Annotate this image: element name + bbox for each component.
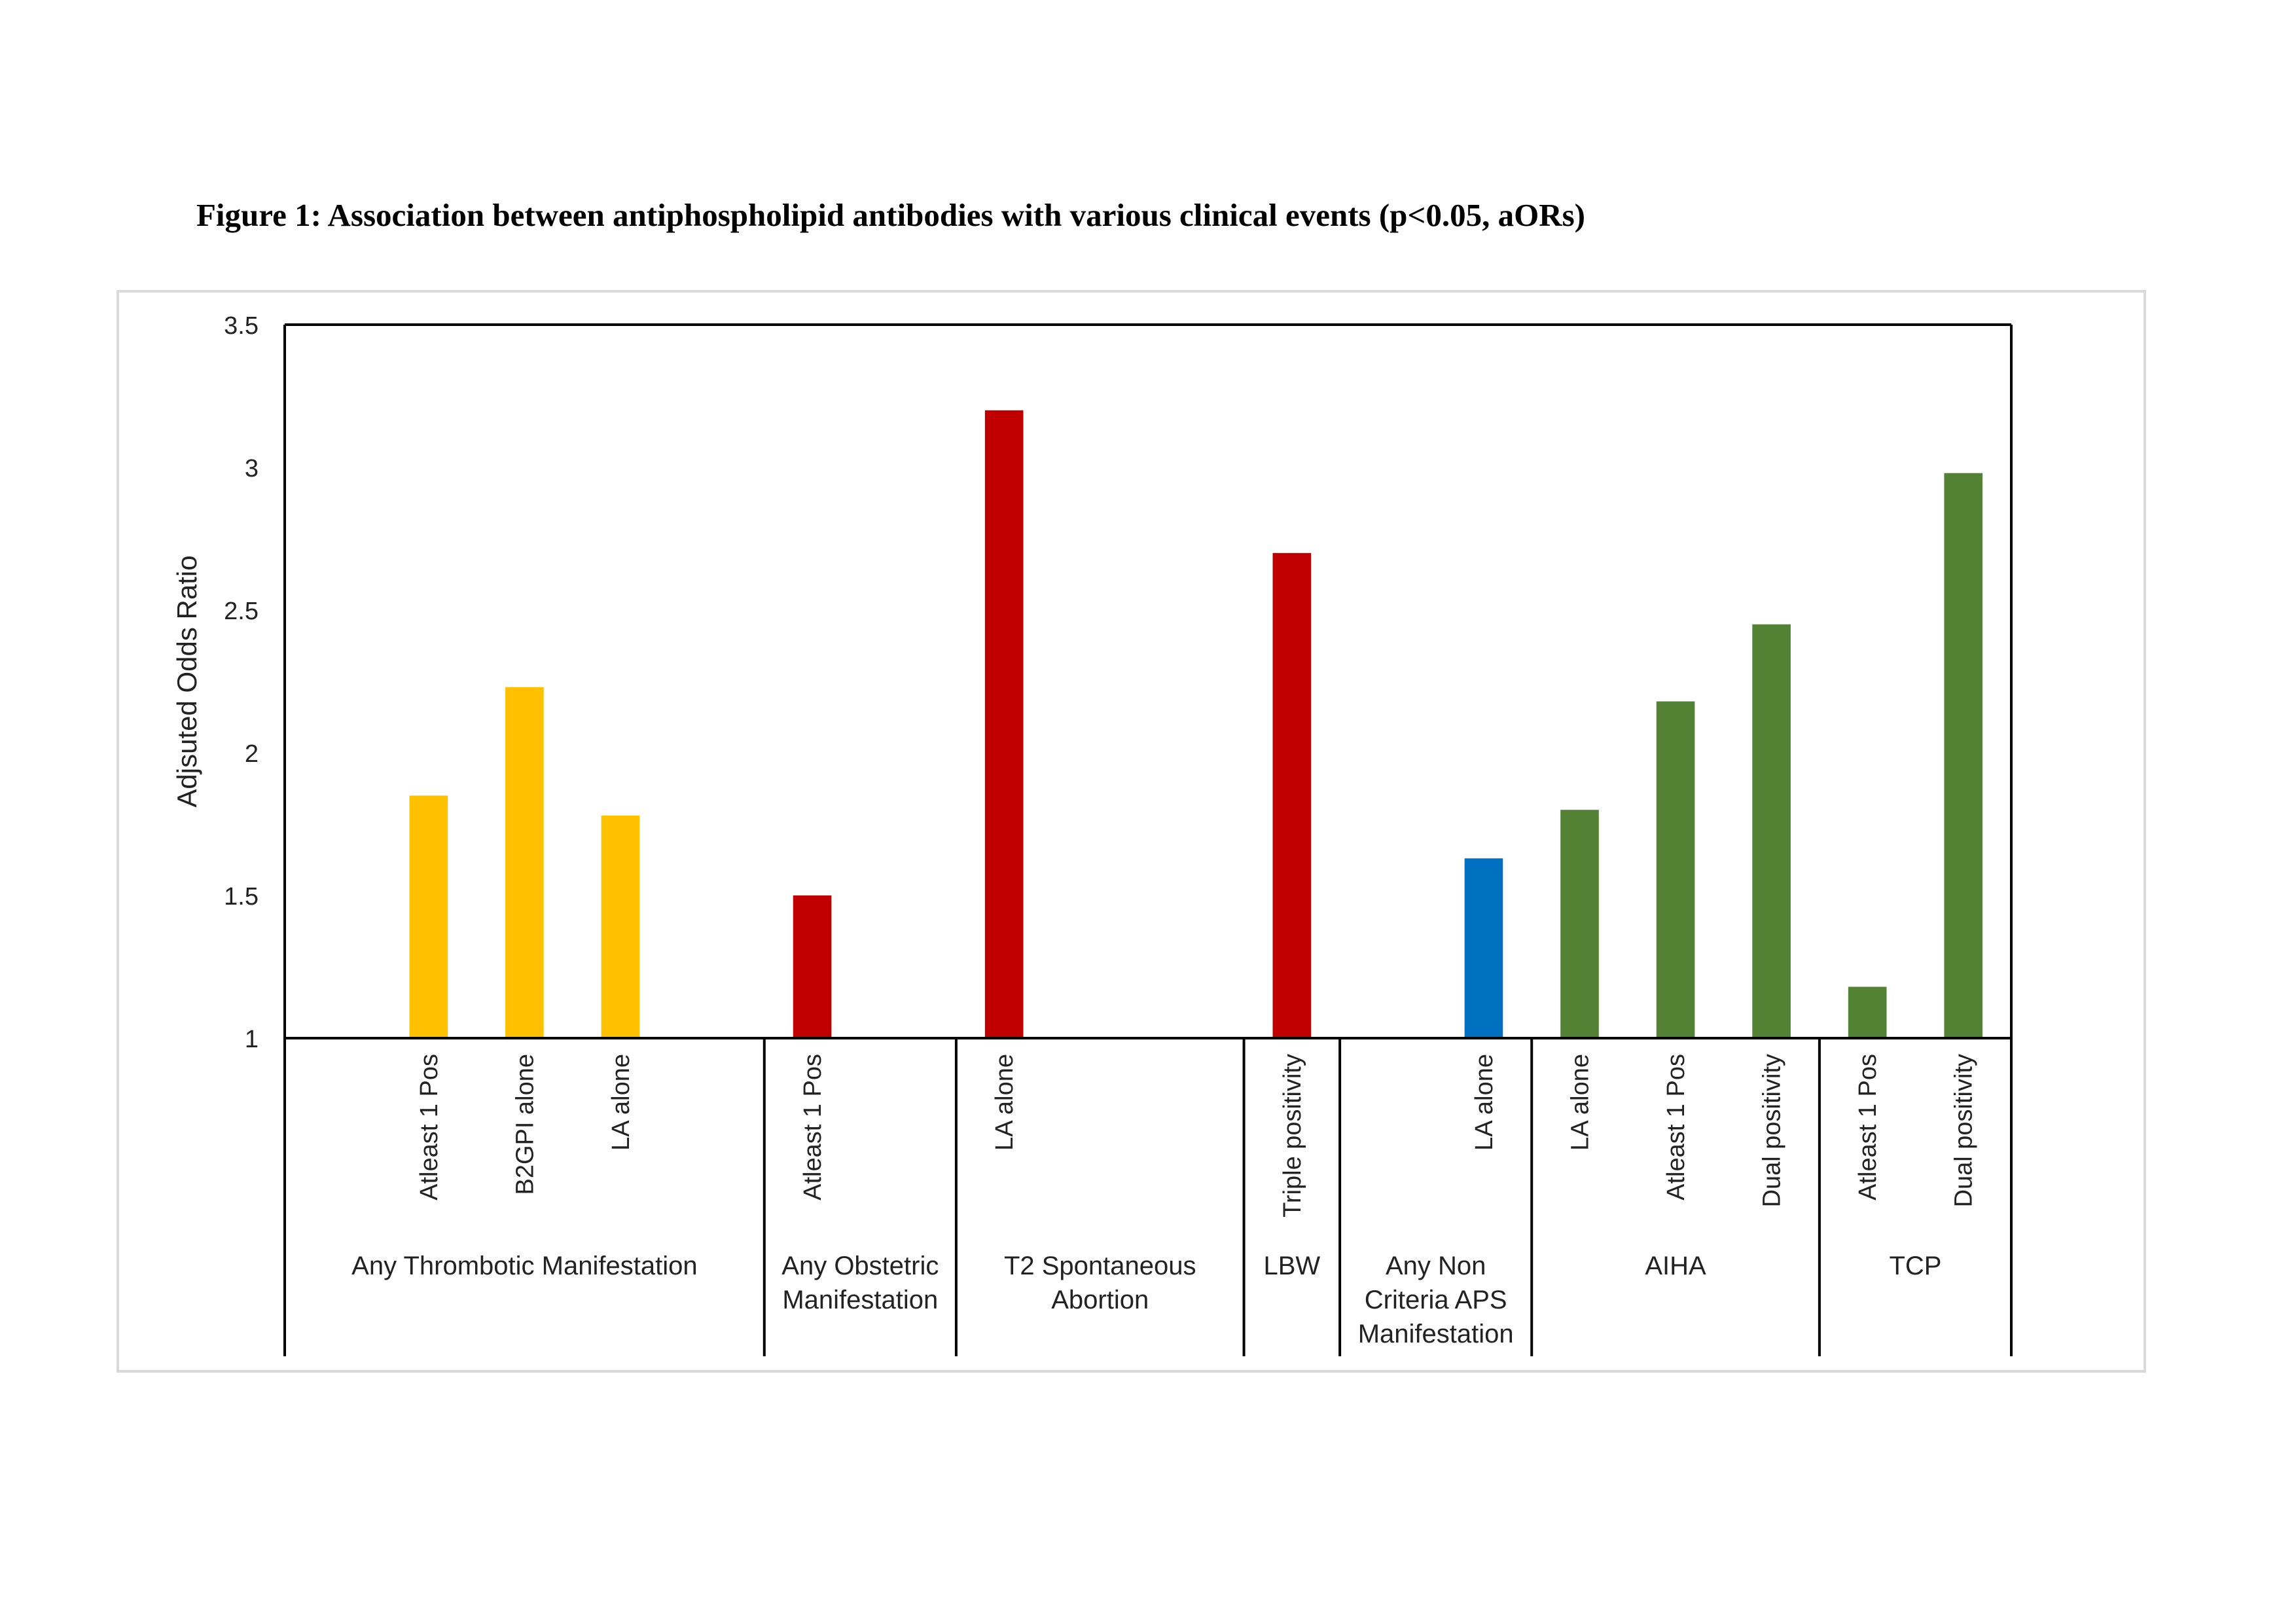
bar-category-label: Atleast 1 Pos [799, 1054, 827, 1200]
y-tick-label: 2 [245, 740, 259, 768]
bar [409, 795, 448, 1038]
bar-category-label: Atleast 1 Pos [1854, 1054, 1882, 1200]
bar [1944, 473, 1983, 1038]
bar-category-label: LA alone [991, 1054, 1018, 1151]
group-label: Abortion [1051, 1286, 1149, 1314]
y-tick-label: 1 [245, 1026, 259, 1053]
bar-category-label: Triple positivity [1279, 1054, 1306, 1218]
y-tick-label: 3.5 [224, 312, 259, 340]
bar [1848, 986, 1887, 1038]
group-label: Any Obstetric [781, 1252, 939, 1280]
bar [1656, 701, 1695, 1038]
bar-category-label: Dual positivity [1759, 1054, 1786, 1207]
group-label: T2 Spontaneous [1004, 1252, 1196, 1280]
group-label: Manifestation [782, 1286, 938, 1314]
bar [793, 895, 832, 1038]
y-tick-label: 3 [245, 455, 259, 482]
bar [1464, 858, 1503, 1038]
bar [1272, 552, 1312, 1038]
bar-category-label: Atleast 1 Pos [416, 1054, 443, 1200]
y-tick-label: 1.5 [224, 883, 259, 911]
bar-category-label: LA alone [1567, 1054, 1594, 1151]
bar [1752, 624, 1791, 1038]
group-label: AIHA [1645, 1252, 1706, 1280]
bar-category-label: Atleast 1 Pos [1662, 1054, 1690, 1200]
bar-category-label: LA alone [607, 1054, 635, 1151]
bar-chart: 1 1.5 2 2.5 3 3.5 Adjsuted Odds Ratio Atleast 1… [171, 312, 2013, 1356]
bar [505, 687, 544, 1038]
group-label: Any Thrombotic Manifestation [351, 1252, 697, 1280]
group-label: Criteria APS [1365, 1286, 1507, 1314]
y-axis-title: Adjsuted Odds Ratio [171, 555, 202, 807]
chart-container: 1 1.5 2 2.5 3 3.5 Adjsuted Odds Ratio Atleast 1… [117, 290, 2146, 1373]
figure-title: Figure 1: Association between antiphosph… [196, 197, 1585, 233]
bar-category-label: B2GPI alone [511, 1054, 539, 1195]
y-tick-label: 2.5 [224, 598, 259, 625]
bar [601, 815, 640, 1038]
bar-category-label: Dual positivity [1950, 1054, 1978, 1207]
bar [1560, 810, 1599, 1038]
group-label: TCP [1889, 1252, 1941, 1280]
group-label: LBW [1263, 1252, 1320, 1280]
group-label: Any Non [1386, 1252, 1486, 1280]
group-label: Manifestation [1358, 1320, 1514, 1348]
bar [984, 410, 1024, 1038]
bar-category-label: LA alone [1471, 1054, 1498, 1151]
